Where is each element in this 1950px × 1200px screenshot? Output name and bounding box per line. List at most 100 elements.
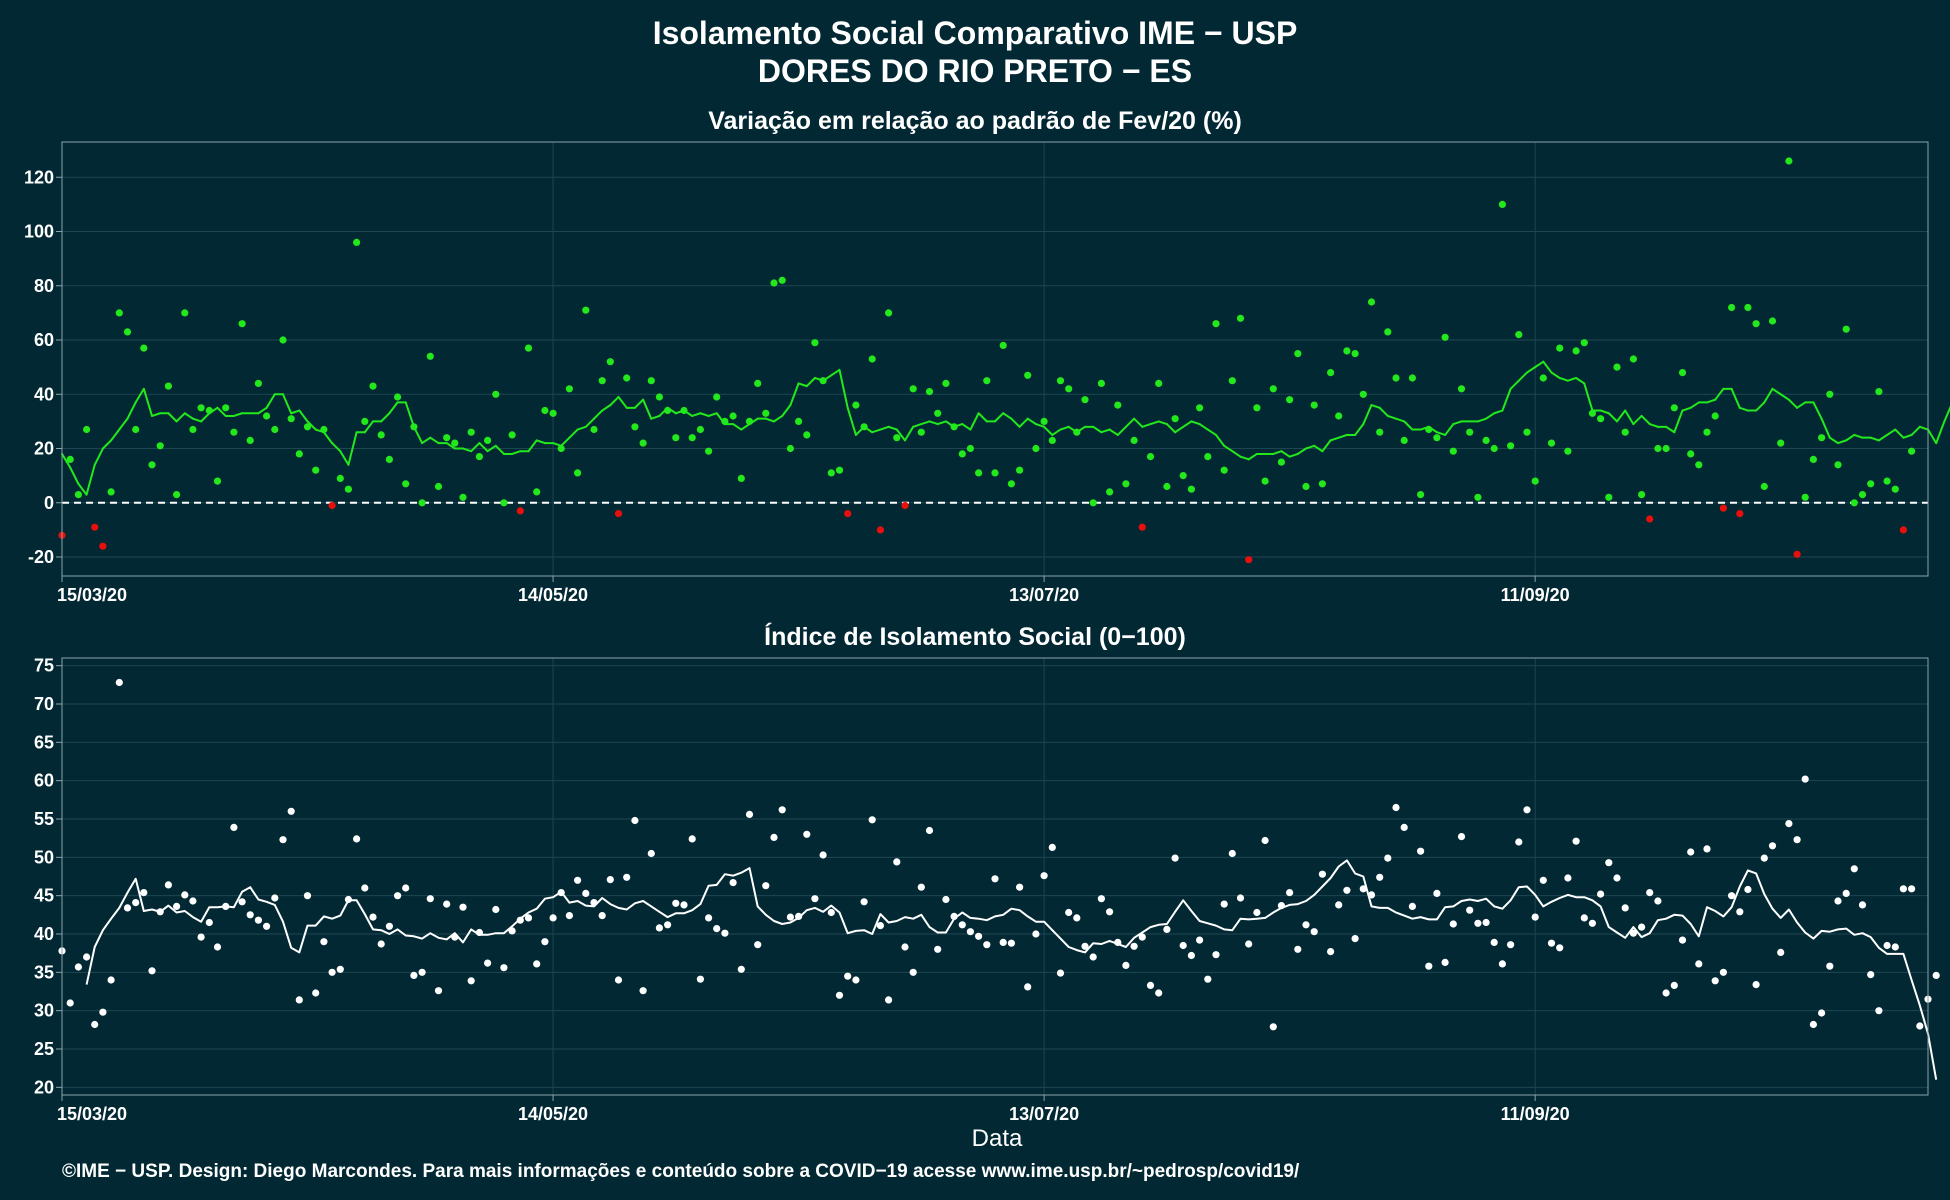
variation-moving-average-segment xyxy=(1738,406,1749,412)
variation-moving-average-segment xyxy=(175,412,186,423)
variation-moving-average-segment xyxy=(1247,452,1258,461)
index-data-point xyxy=(795,912,803,921)
variation-data-point xyxy=(1032,444,1040,453)
index-y-tick-label: 40 xyxy=(34,924,54,944)
variation-data-point xyxy=(1335,412,1343,420)
variation-data-point xyxy=(729,412,737,420)
variation-data-point xyxy=(377,431,385,439)
index-data-point xyxy=(484,959,492,967)
variation-data-point xyxy=(688,434,696,442)
index-data-point xyxy=(1155,989,1163,997)
index-data-point xyxy=(1408,902,1416,911)
variation-moving-average-segment xyxy=(380,412,391,423)
variation-moving-average-segment xyxy=(1886,428,1897,436)
variation-data-point xyxy=(361,417,369,425)
variation-moving-average-segment xyxy=(740,423,751,431)
variation-moving-average-segment xyxy=(126,401,137,420)
variation-moving-average-segment xyxy=(1894,428,1905,439)
footer-credit: ©IME − USP. Design: Diego Marcondes. Par… xyxy=(62,1161,1300,1182)
variation-y-tick-label: 60 xyxy=(34,330,54,350)
index-data-point xyxy=(156,908,164,916)
variation-data-point xyxy=(516,507,524,515)
index-data-point xyxy=(312,989,320,997)
variation-moving-average-segment xyxy=(77,482,88,496)
index-data-point xyxy=(1228,849,1236,858)
variation-data-point xyxy=(1744,303,1752,312)
index-data-point xyxy=(1367,891,1376,899)
variation-data-point xyxy=(1834,461,1842,469)
index-data-point xyxy=(852,976,860,984)
index-data-point xyxy=(173,902,181,911)
index-data-point xyxy=(1605,859,1613,867)
variation-data-point xyxy=(1204,453,1212,461)
index-data-point xyxy=(1490,938,1498,947)
variation-moving-average-segment xyxy=(1002,412,1013,420)
variation-data-point xyxy=(66,455,74,463)
variation-moving-average-segment xyxy=(1280,450,1291,458)
index-data-point xyxy=(1899,885,1907,893)
variation-data-point xyxy=(598,377,606,385)
index-data-point xyxy=(1466,906,1474,914)
variation-data-point xyxy=(574,469,582,477)
variation-moving-average-segment xyxy=(1918,425,1929,431)
variation-data-point xyxy=(1507,442,1515,450)
variation-moving-average-segment xyxy=(1362,404,1373,426)
variation-data-point xyxy=(672,434,680,442)
variation-data-point xyxy=(582,306,590,314)
index-data-point xyxy=(1613,874,1621,882)
index-data-point xyxy=(140,889,148,897)
variation-data-point xyxy=(680,406,688,415)
variation-moving-average-segment xyxy=(1149,420,1160,426)
variation-data-point xyxy=(1580,339,1588,347)
variation-data-point xyxy=(1220,466,1228,474)
index-data-point xyxy=(1842,889,1850,898)
index-data-point xyxy=(181,891,189,899)
index-data-point xyxy=(107,976,115,984)
variation-y-tick-label: -20 xyxy=(28,547,54,567)
index-data-point xyxy=(1318,870,1326,878)
variation-data-point xyxy=(156,442,164,450)
index-data-point xyxy=(770,833,778,842)
variation-moving-average-segment xyxy=(1108,428,1119,436)
index-data-point xyxy=(1793,836,1801,844)
variation-data-point xyxy=(508,431,516,439)
variation-moving-average-segment xyxy=(1902,433,1913,439)
variation-data-point xyxy=(1048,436,1056,444)
variation-moving-average-segment xyxy=(1673,409,1684,434)
variation-data-point xyxy=(1179,472,1187,480)
index-data-point xyxy=(1875,1007,1883,1015)
variation-moving-average-segment xyxy=(1640,414,1651,426)
index-data-point xyxy=(876,922,885,930)
index-data-point xyxy=(1007,939,1016,947)
variation-moving-average-segment xyxy=(1525,366,1537,374)
index-data-point xyxy=(1678,936,1687,944)
index-y-tick-label: 60 xyxy=(34,771,54,791)
variation-moving-average-segment xyxy=(1927,428,1938,445)
variation-moving-average-segment xyxy=(421,436,432,445)
index-data-point xyxy=(1335,901,1343,909)
index-x-tick-label: 14/05/20 xyxy=(518,1104,588,1124)
variation-moving-average-segment xyxy=(1034,423,1046,428)
variation-moving-average-segment xyxy=(1517,371,1528,382)
variation-data-point xyxy=(181,309,189,317)
variation-y-tick-label: 0 xyxy=(44,493,54,513)
variation-data-point xyxy=(1425,425,1433,434)
variation-moving-average-segment xyxy=(568,428,579,439)
index-data-point xyxy=(1629,929,1637,937)
index-data-point xyxy=(1515,838,1523,846)
index-data-point xyxy=(1327,948,1335,956)
variation-data-point xyxy=(500,499,508,507)
variation-data-point xyxy=(1441,333,1449,341)
variation-data-point xyxy=(795,417,803,425)
variation-moving-average-segment xyxy=(462,447,473,453)
variation-data-point xyxy=(336,474,344,482)
index-data-point xyxy=(934,945,942,953)
index-data-point xyxy=(1236,894,1245,902)
index-data-point xyxy=(729,879,737,887)
variation-data-point xyxy=(1572,347,1580,355)
index-data-point xyxy=(1097,895,1105,903)
index-data-point xyxy=(1809,1020,1817,1029)
variation-data-point xyxy=(1498,200,1506,208)
variation-moving-average-segment xyxy=(257,406,268,415)
index-data-point xyxy=(680,901,688,909)
